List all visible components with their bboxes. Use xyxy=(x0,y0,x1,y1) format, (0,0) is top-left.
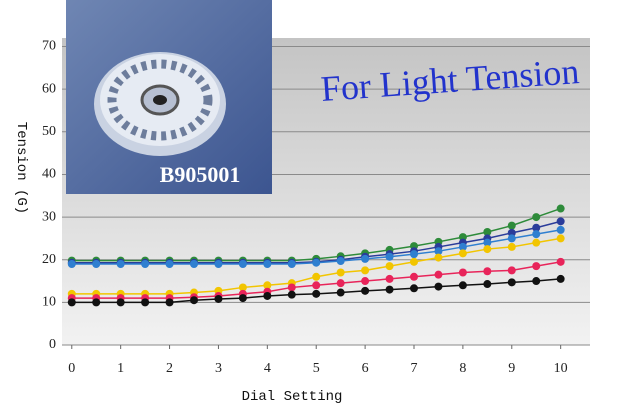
x-tick-label: 2 xyxy=(166,361,173,376)
data-point xyxy=(507,242,516,251)
data-point xyxy=(532,238,541,247)
x-tick-label: 1 xyxy=(117,361,124,376)
data-point xyxy=(434,282,443,291)
data-point xyxy=(287,283,296,292)
data-point xyxy=(483,267,492,276)
data-point xyxy=(532,262,541,271)
data-point xyxy=(336,257,345,266)
data-point xyxy=(312,272,321,281)
data-point xyxy=(556,204,565,213)
x-tick-label: 4 xyxy=(264,361,271,376)
data-point xyxy=(361,254,370,263)
data-point xyxy=(287,259,296,268)
data-point xyxy=(287,290,296,299)
data-point xyxy=(336,268,345,277)
data-point xyxy=(532,223,541,232)
data-point xyxy=(434,270,443,279)
data-point xyxy=(165,259,174,268)
data-point xyxy=(458,268,467,277)
x-tick-label: 8 xyxy=(459,361,466,376)
data-point xyxy=(214,259,223,268)
data-point xyxy=(312,289,321,298)
data-point xyxy=(263,259,272,268)
data-point xyxy=(483,238,492,247)
data-point xyxy=(263,291,272,300)
data-point xyxy=(116,298,125,307)
data-point xyxy=(312,281,321,290)
data-point xyxy=(410,284,418,293)
data-point xyxy=(214,294,223,303)
data-point xyxy=(116,259,125,268)
data-point xyxy=(507,278,516,287)
data-point xyxy=(67,259,76,268)
data-point xyxy=(190,296,198,305)
product-photo: B905001 xyxy=(66,0,272,194)
data-point xyxy=(238,294,247,303)
data-point xyxy=(556,225,565,234)
x-tick-label: 7 xyxy=(411,361,418,376)
data-point xyxy=(532,213,541,222)
data-point xyxy=(434,247,443,256)
data-point xyxy=(92,259,101,268)
data-point xyxy=(141,259,150,268)
data-point xyxy=(507,228,516,237)
data-point xyxy=(532,230,541,239)
data-point xyxy=(483,228,492,237)
data-point xyxy=(556,274,565,283)
x-tick-label: 3 xyxy=(215,361,222,376)
data-point xyxy=(336,288,345,297)
data-point xyxy=(312,258,321,267)
y-tick-label: 40 xyxy=(42,167,56,182)
data-point xyxy=(141,298,150,307)
y-tick-label: 70 xyxy=(42,39,56,54)
x-axis-title: Dial Setting xyxy=(242,389,343,405)
data-point xyxy=(238,259,247,268)
data-point xyxy=(238,283,247,292)
x-tick-label: 6 xyxy=(362,361,369,376)
data-point xyxy=(385,274,394,283)
data-point xyxy=(556,257,565,266)
data-point xyxy=(385,252,394,261)
y-tick-label: 30 xyxy=(42,209,56,224)
data-point xyxy=(361,266,370,275)
y-tick-label: 10 xyxy=(42,295,56,310)
y-tick-label: 20 xyxy=(42,252,56,267)
data-point xyxy=(458,281,467,290)
x-tick-label: 5 xyxy=(313,361,320,376)
data-point xyxy=(410,257,418,266)
data-point xyxy=(67,298,76,307)
y-tick-label: 60 xyxy=(42,81,56,96)
data-point xyxy=(361,277,370,286)
data-point xyxy=(507,234,516,243)
data-point xyxy=(556,234,565,243)
data-point xyxy=(483,245,492,254)
x-tick-label: 10 xyxy=(554,361,568,376)
x-tick-label: 9 xyxy=(508,361,515,376)
data-point xyxy=(556,217,565,226)
y-axis-title: Tension (G) xyxy=(13,122,29,214)
data-point xyxy=(385,262,394,271)
data-point xyxy=(507,266,516,275)
data-point xyxy=(410,250,418,259)
data-point xyxy=(263,281,272,290)
data-point xyxy=(385,285,394,294)
data-point xyxy=(165,298,174,307)
y-tick-label: 50 xyxy=(42,124,56,139)
data-point xyxy=(361,286,370,295)
image-label: B905001 xyxy=(160,162,241,187)
data-point xyxy=(336,279,345,288)
data-point xyxy=(507,221,516,230)
y-tick-label: 0 xyxy=(49,337,56,352)
data-point xyxy=(483,280,492,289)
data-point xyxy=(190,259,198,268)
data-point xyxy=(532,277,541,286)
data-point xyxy=(410,272,418,281)
data-point xyxy=(92,298,101,307)
data-point xyxy=(458,242,467,251)
data-point xyxy=(458,249,467,258)
data-point xyxy=(458,233,467,242)
data-point xyxy=(434,253,443,262)
x-tick-label: 0 xyxy=(68,361,75,376)
